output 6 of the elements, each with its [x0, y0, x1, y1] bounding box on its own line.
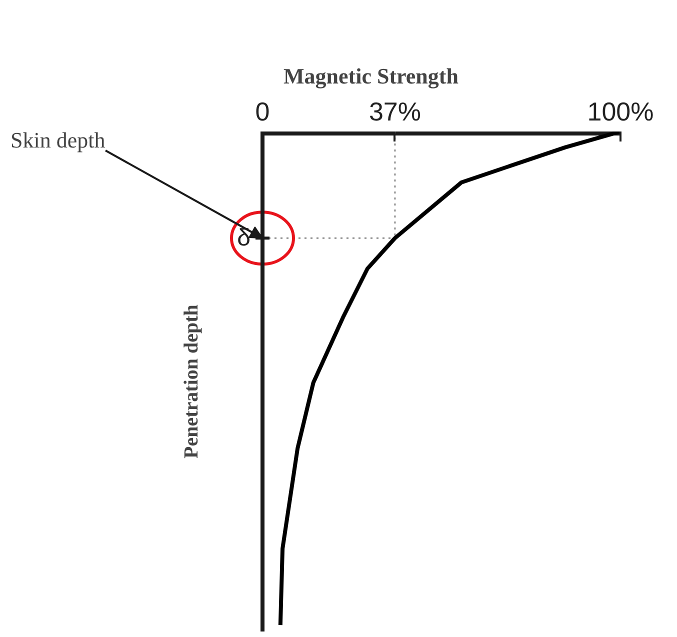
x-tick-label: 0: [255, 96, 270, 126]
annotation: Skin depth: [10, 128, 106, 152]
chart-title: Magnetic Strength: [284, 64, 458, 88]
x-tick-label: 100%: [587, 96, 654, 126]
y-axis-title: Penetration depth: [180, 304, 202, 458]
x-tick-label: 37%: [368, 96, 421, 126]
